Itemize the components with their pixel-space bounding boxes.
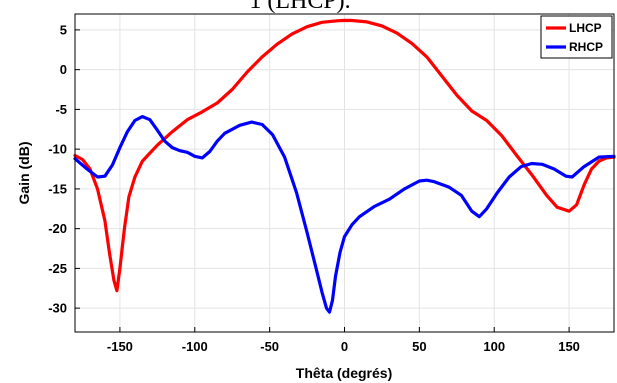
x-axis: -150 -100 -50 0 50 100 150 [107,327,580,354]
legend-box [540,15,613,59]
y-tick-label: -30 [48,301,67,316]
y-tick-label: -5 [55,102,67,117]
x-tick-label: 50 [412,339,426,354]
series-line-lhcp [73,18,616,293]
x-axis-label: Thêta (degrés) [296,365,392,381]
legend: LHCP RHCP [540,15,613,59]
legend-label-lhcp: LHCP [569,21,602,35]
y-axis: 5 0 -5 -10 -15 -20 -25 -30 [48,22,80,316]
y-tick-label: 0 [60,62,67,77]
x-tick-label: 0 [341,339,348,354]
x-tick-label: -150 [107,339,133,354]
y-tick-label: 5 [60,22,67,37]
series-group [73,18,616,314]
y-axis-label: Gain (dB) [16,142,32,205]
y-tick-label: -10 [48,142,67,157]
y-tick-label: -15 [48,181,67,196]
x-tick-label: 100 [483,339,505,354]
x-tick-label: -100 [182,339,208,354]
legend-label-rhcp: RHCP [569,40,603,54]
x-tick-label: 150 [558,339,580,354]
series-line-rhcp [73,115,616,314]
y-tick-label: -25 [48,261,67,276]
x-tick-label: -50 [260,339,279,354]
y-tick-label: -20 [48,221,67,236]
chart-title: 1 (LHCP). [249,0,350,14]
grid [75,14,614,332]
